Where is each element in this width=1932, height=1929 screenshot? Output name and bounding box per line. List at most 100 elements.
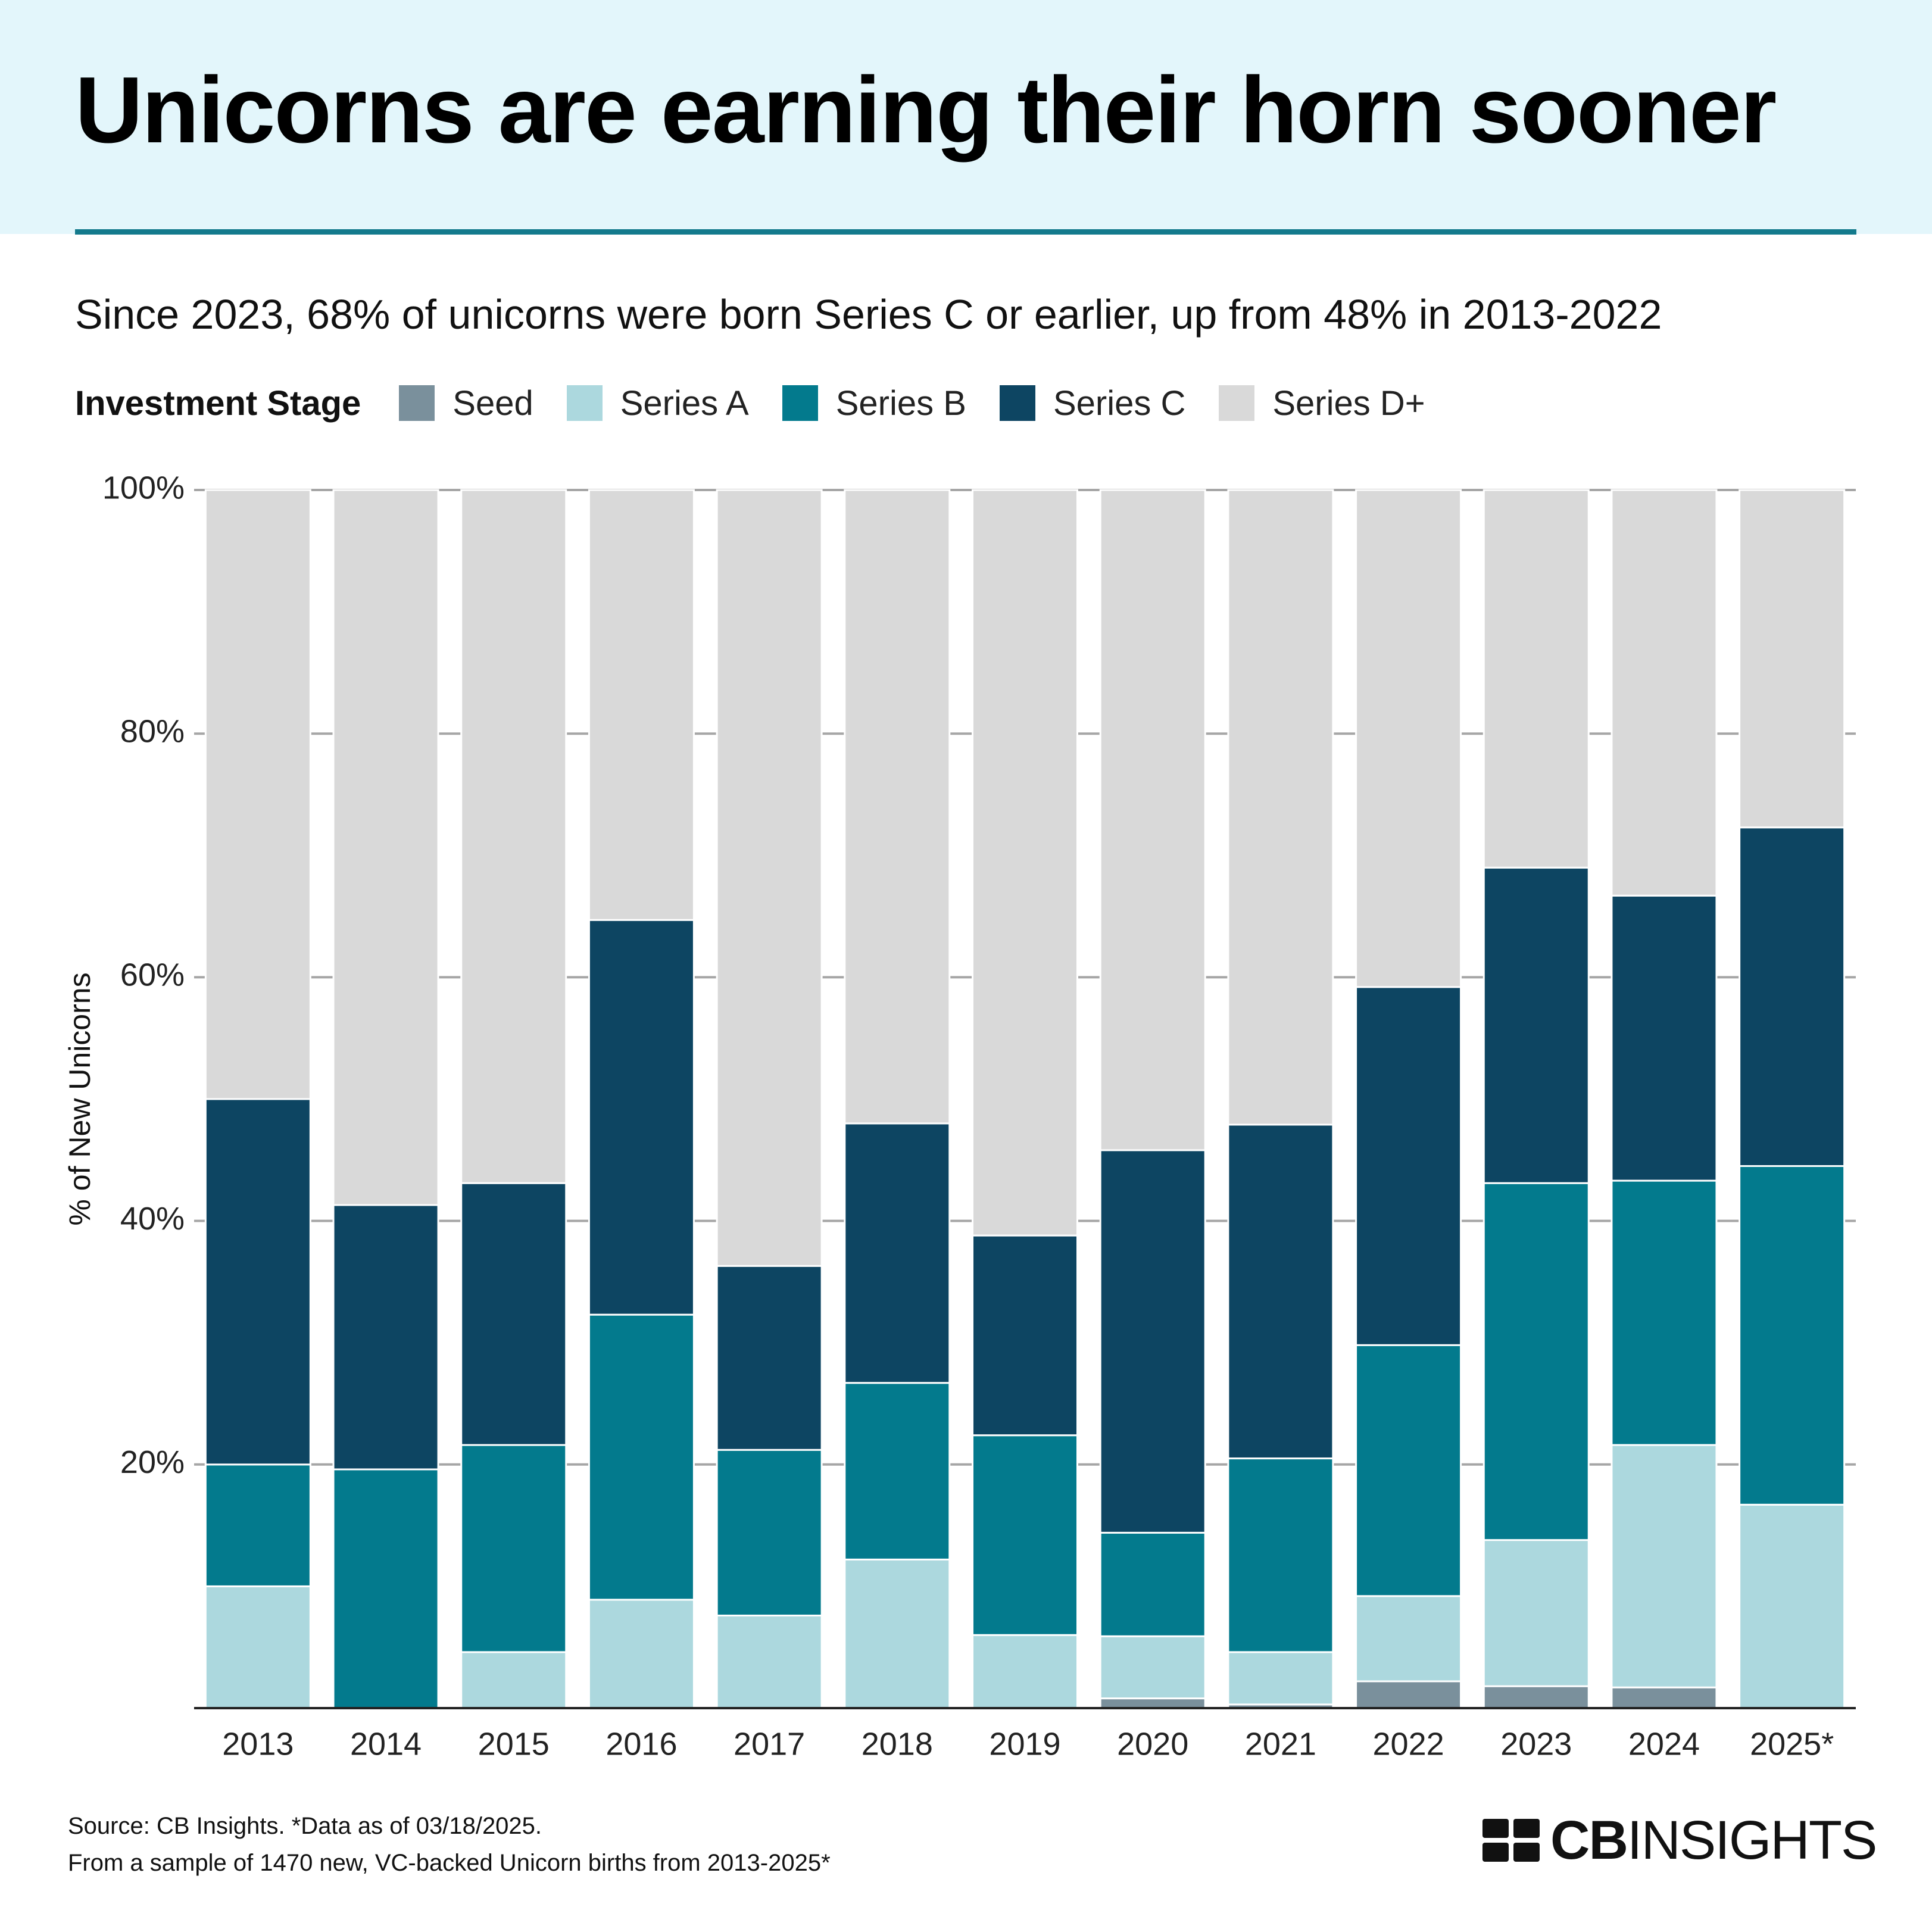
- legend: Investment Stage Seed Series A Series B …: [75, 380, 1459, 426]
- bar-segment-seed-2022: [1355, 1680, 1462, 1709]
- legend-item-series-b: Series B: [782, 383, 966, 423]
- y-tick-label: 100%: [102, 470, 185, 505]
- bar-segment-series-a-2017: [716, 1615, 823, 1709]
- bar-segment-series-d--2017: [716, 489, 823, 1267]
- x-tick-label: 2022: [1373, 1726, 1444, 1762]
- bars: [204, 489, 1846, 1709]
- legend-title: Investment Stage: [75, 383, 361, 423]
- bar-segment-series-c-2017: [716, 1265, 823, 1451]
- bar-segment-series-c-2023: [1482, 866, 1590, 1184]
- bar-segment-series-b-2020: [1099, 1531, 1206, 1637]
- legend-swatch-series-b: [782, 385, 818, 421]
- bar-segment-series-b-2015: [460, 1444, 567, 1653]
- bar-segment-series-b-2013: [204, 1463, 311, 1587]
- legend-swatch-series-d-plus: [1219, 385, 1255, 421]
- x-tick-label: 2021: [1245, 1726, 1316, 1762]
- bar-segment-series-c-2020: [1099, 1149, 1206, 1534]
- brand-bold: CB: [1550, 1809, 1628, 1871]
- legend-item-series-d-plus: Series D+: [1219, 383, 1425, 423]
- bar-segment-series-a-2023: [1482, 1539, 1590, 1687]
- x-tick-label: 2015: [478, 1726, 550, 1762]
- y-tick-label: 80%: [120, 713, 185, 749]
- bar-segment-series-b-2016: [588, 1313, 695, 1601]
- bar-segment-series-d--2021: [1227, 489, 1334, 1126]
- bar-segment-series-c-2013: [204, 1098, 311, 1466]
- bar-segment-series-d--2020: [1099, 489, 1206, 1151]
- bar-segment-series-d--2016: [588, 489, 695, 921]
- source-line-2: From a sample of 1470 new, VC-backed Uni…: [68, 1850, 831, 1876]
- bar-segment-series-c-2022: [1355, 986, 1462, 1346]
- x-tick-label: 2014: [350, 1726, 422, 1762]
- y-tick-labels: 20% 40% 60% 80% 100%: [102, 470, 185, 1480]
- x-tick-label: 2017: [734, 1726, 805, 1762]
- bar-segment-seed-2023: [1482, 1685, 1590, 1709]
- bar-segment-series-c-2025: [1739, 826, 1846, 1168]
- x-tick-label: 2020: [1117, 1726, 1188, 1762]
- legend-label-series-a: Series A: [620, 383, 749, 423]
- bar-segment-series-b-2019: [972, 1434, 1078, 1636]
- x-tick-label: 2018: [862, 1726, 933, 1762]
- bar-segment-series-d--2019: [972, 489, 1078, 1237]
- legend-item-series-c: Series C: [999, 383, 1186, 423]
- source-note: Source: CB Insights. *Data as of 03/18/2…: [68, 1808, 831, 1881]
- bar-segment-series-b-2024: [1610, 1179, 1718, 1446]
- bar-segment-series-d--2018: [844, 489, 951, 1125]
- bar-segment-series-d--2023: [1482, 489, 1590, 869]
- bar-segment-series-a-2013: [204, 1585, 311, 1709]
- legend-label-series-b: Series B: [835, 383, 966, 423]
- legend-label-series-c: Series C: [1053, 383, 1186, 423]
- y-tick-label: 40%: [120, 1201, 185, 1237]
- stacked-bar-chart: 20%40%60%80%100% 2013 2014 2015 2016 2017 201…: [63, 470, 1856, 1762]
- bar-segment-series-c-2024: [1610, 894, 1718, 1182]
- bar-segment-series-d--2013: [204, 489, 311, 1100]
- chart-subtitle: Since 2023, 68% of unicorns were born Se…: [75, 291, 1662, 338]
- bar-segment-series-b-2023: [1482, 1182, 1590, 1541]
- cb-insights-logo: CBINSIGHTS: [1482, 1810, 1877, 1871]
- x-tick-label: 2019: [989, 1726, 1060, 1762]
- bar-segment-series-b-2018: [844, 1382, 951, 1560]
- bar-segment-series-c-2015: [460, 1182, 567, 1446]
- bar-segment-series-d--2024: [1610, 489, 1718, 897]
- y-tick-label: 60%: [120, 957, 185, 993]
- legend-label-series-d-plus: Series D+: [1272, 383, 1425, 423]
- bar-segment-series-c-2021: [1227, 1123, 1334, 1460]
- legend-swatch-series-a: [566, 385, 603, 421]
- y-axis-label: % of New Unicorns: [63, 972, 96, 1225]
- bar-segment-seed-2024: [1610, 1686, 1718, 1709]
- bar-segment-series-b-2022: [1355, 1344, 1462, 1597]
- bar-segment-series-d--2022: [1355, 489, 1462, 988]
- brand-rest: INSIGHTS: [1627, 1809, 1877, 1871]
- x-tick-label: 2024: [1628, 1726, 1700, 1762]
- bar-segment-series-b-2021: [1227, 1457, 1334, 1653]
- bar-segment-series-a-2019: [972, 1634, 1078, 1709]
- bar-segment-series-c-2018: [844, 1122, 951, 1384]
- bar-segment-series-a-2018: [844, 1558, 951, 1709]
- x-tick-label: 2023: [1500, 1726, 1572, 1762]
- bar-segment-series-d--2015: [460, 489, 567, 1184]
- bar-segment-series-a-2025: [1739, 1503, 1846, 1709]
- bar-segment-series-a-2016: [588, 1599, 695, 1709]
- x-tick-labels: 2013 2014 2015 2016 2017 2018 2019 2020 2021 2022…: [222, 1726, 1834, 1762]
- bar-segment-series-d--2025: [1739, 489, 1846, 829]
- x-tick-label: 2016: [605, 1726, 677, 1762]
- chart-title: Unicorns are earning their horn sooner: [75, 58, 1777, 163]
- x-tick-label: 2025*: [1750, 1726, 1834, 1762]
- cb-insights-logo-icon: [1482, 1819, 1540, 1862]
- legend-label-seed: Seed: [452, 383, 533, 423]
- legend-swatch-series-c: [999, 385, 1035, 421]
- source-line-1: Source: CB Insights. *Data as of 03/18/2…: [68, 1813, 542, 1839]
- bar-segment-series-c-2016: [588, 919, 695, 1316]
- bar-segment-seed-2020: [1099, 1697, 1206, 1709]
- legend-swatch-seed: [399, 385, 435, 421]
- bar-segment-series-b-2014: [332, 1468, 439, 1709]
- bar-segment-series-b-2017: [716, 1449, 823, 1617]
- bar-segment-series-a-2022: [1355, 1595, 1462, 1683]
- bar-segment-series-d--2014: [332, 489, 439, 1206]
- bar-segment-series-c-2014: [332, 1204, 439, 1471]
- bar-segment-series-a-2024: [1610, 1444, 1718, 1688]
- bar-segment-series-a-2021: [1227, 1651, 1334, 1706]
- bar-segment-series-a-2020: [1099, 1635, 1206, 1700]
- bar-segment-series-a-2015: [460, 1651, 567, 1709]
- header-band: [0, 0, 1932, 234]
- bar-segment-series-b-2025: [1739, 1165, 1846, 1506]
